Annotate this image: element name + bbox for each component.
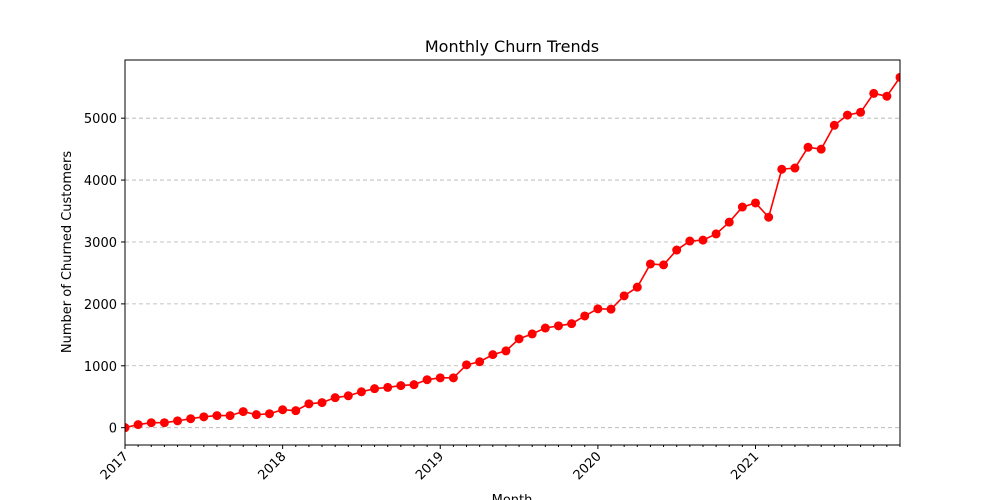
marker	[383, 382, 393, 392]
marker	[173, 416, 183, 426]
plot-area	[125, 72, 900, 433]
marker	[593, 304, 603, 314]
y-tick-label: 5000	[84, 112, 117, 127]
marker	[396, 381, 406, 391]
marker	[540, 323, 550, 333]
marker	[251, 410, 261, 420]
axes-frame	[124, 59, 901, 446]
marker	[790, 163, 800, 173]
marker	[199, 412, 209, 422]
marker	[659, 260, 669, 270]
marker	[422, 375, 432, 385]
marker	[882, 91, 892, 101]
marker	[751, 198, 761, 208]
marker	[125, 423, 130, 433]
marker	[278, 405, 288, 415]
marker	[264, 409, 274, 419]
marker	[816, 144, 826, 154]
marker	[317, 398, 327, 408]
marker	[159, 418, 169, 428]
marker	[777, 164, 787, 174]
marker	[567, 319, 577, 329]
marker	[291, 406, 301, 416]
marker	[645, 259, 655, 269]
marker	[764, 212, 774, 222]
marker	[527, 329, 537, 339]
y-tick-label: 4000	[84, 174, 117, 189]
marker	[212, 411, 222, 421]
marker	[724, 217, 734, 227]
marker	[133, 420, 143, 430]
marker	[803, 142, 813, 152]
y-axis-label: Number of Churned Customers	[60, 151, 75, 353]
marker	[895, 72, 900, 82]
marker	[685, 236, 695, 246]
y-tick-label: 1000	[84, 360, 117, 375]
y-tick-label: 2000	[84, 298, 117, 313]
marker	[869, 88, 879, 98]
marker	[606, 304, 616, 314]
marker	[501, 346, 511, 356]
marker	[580, 311, 590, 321]
marker	[435, 373, 445, 383]
marker	[514, 334, 524, 344]
marker	[343, 391, 353, 401]
marker	[304, 399, 314, 409]
marker	[737, 202, 747, 212]
marker	[462, 360, 472, 370]
marker	[225, 411, 235, 421]
marker	[356, 387, 366, 397]
x-axis-label: Month	[492, 493, 533, 500]
marker	[238, 407, 248, 417]
marker	[711, 229, 721, 239]
marker	[829, 120, 839, 130]
marker	[553, 321, 563, 331]
marker	[448, 373, 458, 383]
y-tick-label: 3000	[84, 236, 117, 251]
y-tick-label: 0	[109, 422, 117, 437]
marker	[475, 357, 485, 367]
marker	[856, 107, 866, 117]
marker	[698, 235, 708, 245]
marker	[488, 350, 498, 360]
marker	[409, 380, 419, 390]
marker	[672, 245, 682, 255]
marker	[632, 282, 642, 292]
chart-title: Monthly Churn Trends	[425, 37, 599, 56]
marker	[619, 291, 629, 301]
marker	[370, 384, 380, 394]
marker	[842, 110, 852, 120]
marker	[186, 414, 196, 424]
marker	[146, 418, 156, 428]
marker	[330, 393, 340, 403]
